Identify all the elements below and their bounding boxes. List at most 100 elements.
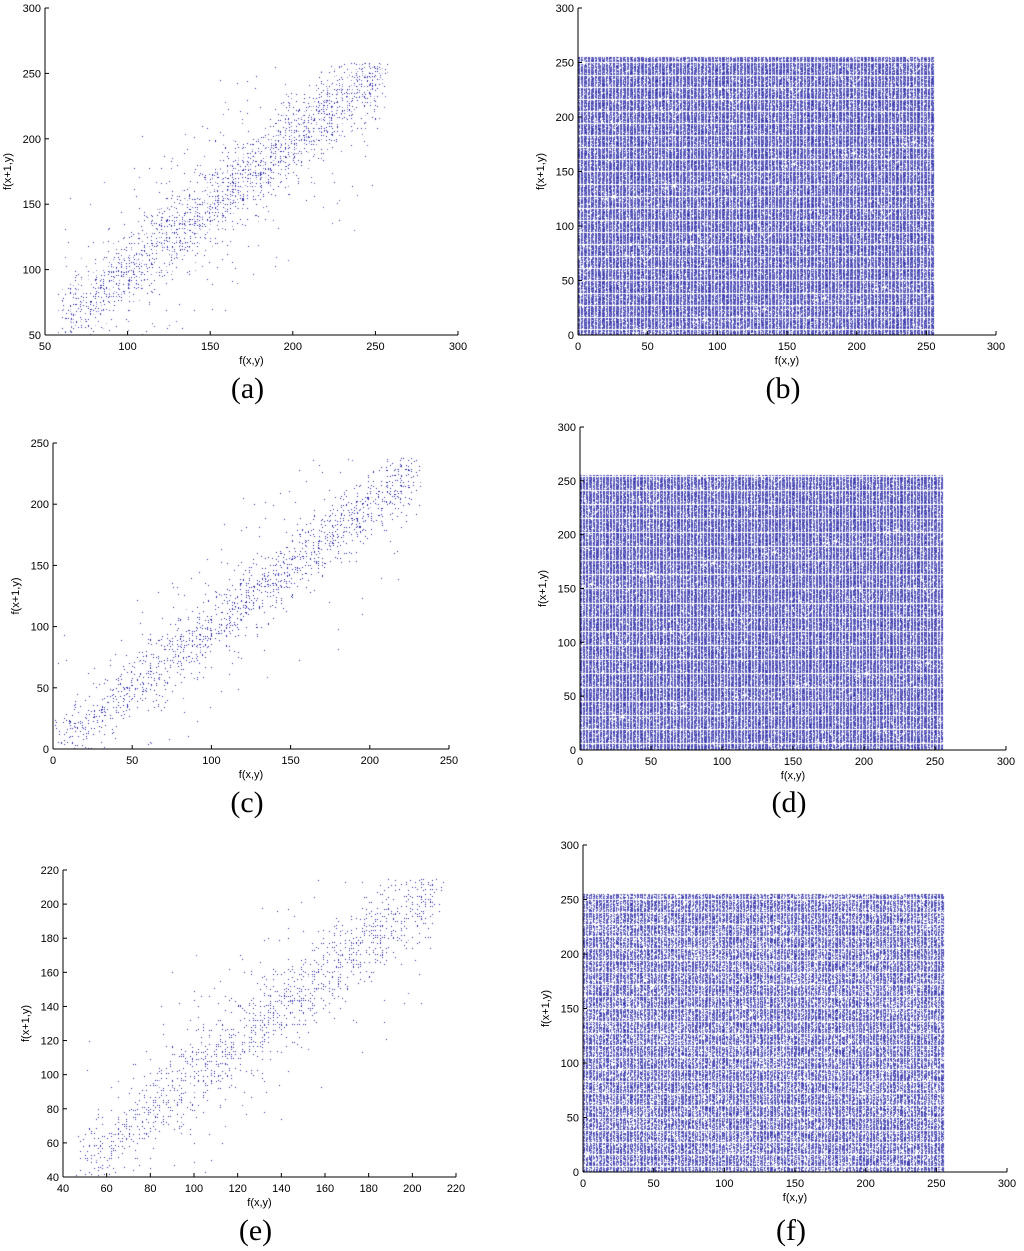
x-tick-label-e: 140 — [272, 1183, 290, 1195]
y-tick-label-e: 80 — [47, 1104, 59, 1116]
y-tick-label-b: 50 — [562, 276, 574, 288]
y-tick-label-f: 0 — [573, 1167, 579, 1179]
chart-c: 0 50 100 150 200 250 0 50 100 150 200 250 f(x,y) f(x+… — [10, 438, 458, 819]
y-tick-label-d: 200 — [558, 530, 576, 542]
y-tick-label-b: 200 — [556, 112, 574, 124]
panel-label-c: (c) — [230, 786, 263, 819]
x-tick-label-d: 0 — [577, 756, 583, 768]
x-tick-label-f: 0 — [580, 1178, 586, 1190]
x-tick-label-a: 100 — [118, 341, 136, 353]
x-tick-label-c: 150 — [281, 755, 299, 767]
panel-label-a: (a) — [231, 372, 264, 405]
y-tick-label-a: 200 — [23, 134, 41, 146]
y-tick-label-c: 150 — [31, 560, 49, 572]
y-tick-label-b: 100 — [556, 221, 574, 233]
y-tick-label-e: 180 — [41, 933, 59, 945]
x-tick-label-d: 250 — [926, 756, 944, 768]
y-tick-label-a: 300 — [23, 3, 41, 15]
y-tick-label-c: 200 — [31, 499, 49, 511]
y-tick-label-d: 300 — [558, 422, 576, 434]
x-tick-label-a: 150 — [201, 341, 219, 353]
y-tick-label-b: 0 — [568, 330, 574, 342]
x-tick-label-d: 300 — [997, 756, 1015, 768]
x-tick-label-b: 0 — [575, 341, 581, 353]
x-axis-title-e: f(x,y) — [247, 1197, 271, 1209]
y-tick-label-d: 100 — [558, 637, 576, 649]
scatter-points-c — [53, 443, 449, 749]
y-tick-label-a: 150 — [23, 199, 41, 211]
scatter-points-b — [578, 8, 996, 335]
scatter-canvas-d — [580, 427, 1006, 750]
x-tick-label-b: 50 — [642, 341, 654, 353]
x-tick-label-a: 200 — [284, 341, 302, 353]
x-tick-label-f: 150 — [786, 1178, 804, 1190]
y-tick-label-e: 200 — [41, 899, 59, 911]
x-tick-label-f: 200 — [856, 1178, 874, 1190]
x-tick-label-e: 220 — [447, 1183, 465, 1195]
y-axis-title-b: f(x+1,y) — [535, 153, 547, 190]
y-axis-title-a: f(x+1,y) — [2, 153, 14, 190]
x-tick-label-c: 250 — [440, 755, 458, 767]
scatter-canvas-c — [53, 443, 449, 749]
x-tick-label-f: 250 — [927, 1178, 945, 1190]
y-tick-label-d: 250 — [558, 476, 576, 488]
scatter-canvas-b — [578, 8, 996, 335]
x-tick-label-b: 100 — [708, 341, 726, 353]
y-tick-label-c: 50 — [37, 683, 49, 695]
y-tick-label-c: 0 — [43, 744, 49, 756]
y-tick-label-e: 220 — [41, 865, 59, 877]
x-tick-label-e: 180 — [359, 1183, 377, 1195]
y-tick-label-e: 40 — [47, 1172, 59, 1184]
y-axis-title-e: f(x+1,y) — [20, 1005, 32, 1042]
y-axis-title-f: f(x+1,y) — [540, 990, 552, 1027]
y-tick-label-d: 150 — [558, 584, 576, 596]
x-tick-label-f: 50 — [648, 1178, 660, 1190]
y-tick-label-f: 200 — [561, 949, 579, 961]
y-tick-label-e: 140 — [41, 1001, 59, 1013]
chart-b: 0 50 100 150 200 250 300 0 50 100 150 200 250 300 f(x,… — [535, 3, 1005, 405]
scatter-canvas-e — [63, 870, 456, 1177]
y-tick-label-f: 150 — [561, 1004, 579, 1016]
y-tick-label-f: 100 — [561, 1058, 579, 1070]
x-axis-title-f: f(x,y) — [783, 1192, 807, 1204]
x-tick-label-a: 300 — [449, 341, 467, 353]
y-axis-title-c: f(x+1,y) — [10, 578, 22, 615]
x-tick-label-e: 60 — [101, 1183, 113, 1195]
x-tick-label-d: 200 — [855, 756, 873, 768]
x-tick-label-e: 40 — [57, 1183, 69, 1195]
panel-label-b: (b) — [766, 372, 801, 405]
scatter-canvas-a — [45, 8, 458, 335]
scatter-points-e — [63, 870, 456, 1177]
scatter-points-f — [583, 845, 1007, 1172]
panel-label-f: (f) — [776, 1214, 806, 1247]
x-tick-label-c: 0 — [50, 755, 56, 767]
scatter-points-a — [45, 8, 458, 335]
y-tick-label-b: 250 — [556, 58, 574, 70]
y-tick-label-d: 0 — [570, 745, 576, 757]
y-tick-label-d: 50 — [564, 691, 576, 703]
x-tick-label-b: 250 — [917, 341, 935, 353]
y-tick-label-e: 120 — [41, 1036, 59, 1048]
x-tick-label-a: 250 — [366, 341, 384, 353]
x-tick-label-b: 150 — [778, 341, 796, 353]
x-tick-label-c: 200 — [361, 755, 379, 767]
y-tick-label-f: 50 — [567, 1113, 579, 1125]
x-tick-label-d: 100 — [713, 756, 731, 768]
chart-f: 0 50 100 150 200 250 300 0 50 100 150 200 250 300 f(x,… — [540, 840, 1016, 1247]
y-tick-label-c: 250 — [31, 438, 49, 450]
scatter-canvas-f — [583, 845, 1007, 1172]
x-axis-title-b: f(x,y) — [775, 355, 799, 367]
y-tick-label-e: 160 — [41, 967, 59, 979]
scatter-points-d — [580, 427, 1006, 750]
x-tick-label-f: 300 — [998, 1178, 1016, 1190]
y-tick-label-a: 250 — [23, 68, 41, 80]
y-tick-label-a: 100 — [23, 265, 41, 277]
x-tick-label-b: 300 — [987, 341, 1005, 353]
x-tick-label-d: 50 — [645, 756, 657, 768]
x-tick-label-c: 50 — [126, 755, 138, 767]
chart-d: 0 50 100 150 200 250 300 0 50 100 150 200 250 300 f(x,… — [537, 422, 1015, 819]
y-tick-label-f: 300 — [561, 840, 579, 852]
panel-label-e: (e) — [239, 1214, 272, 1247]
y-tick-label-b: 150 — [556, 167, 574, 179]
